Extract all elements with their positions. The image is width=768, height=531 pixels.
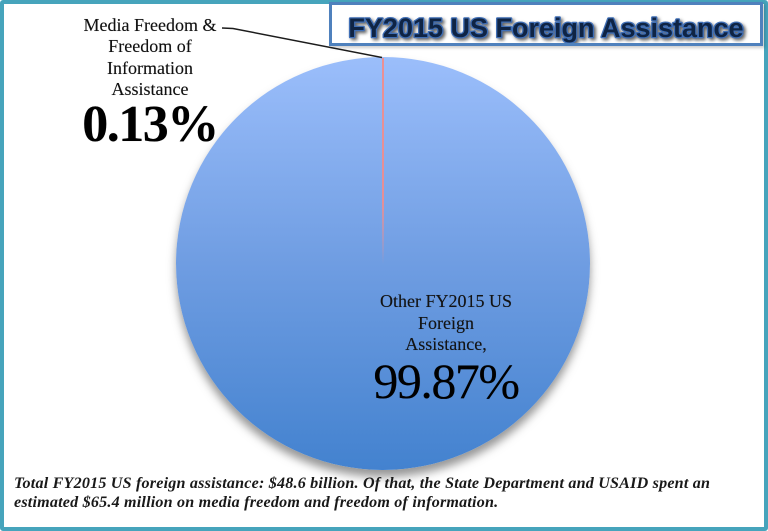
svg-text:FY2015 US Foreign Assistance: FY2015 US Foreign Assistance	[348, 13, 743, 43]
